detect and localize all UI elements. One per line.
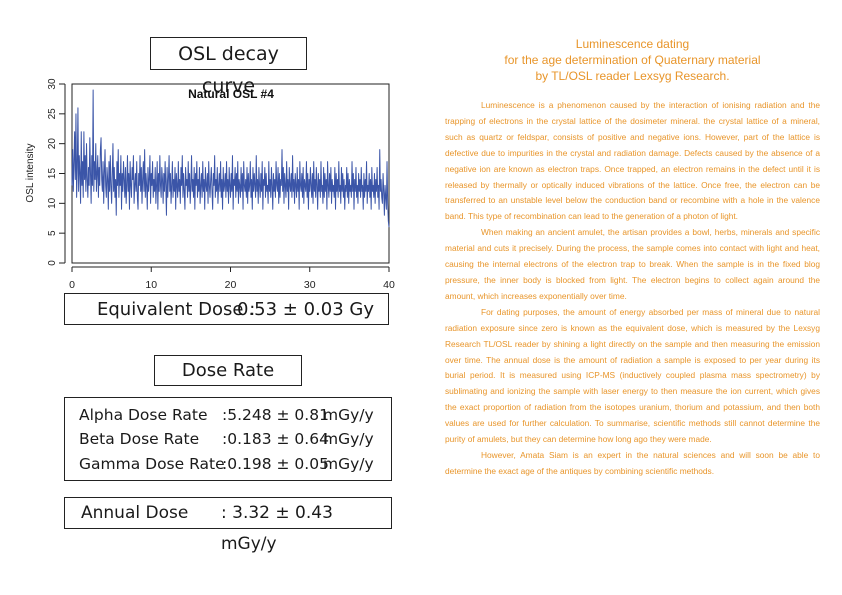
y-tick-label-1: 5	[47, 230, 58, 236]
y-tick-label-4: 20	[47, 138, 58, 150]
osl-decay-curve-title: OSL decay curve	[150, 37, 307, 97]
x-tick-label-4: 40	[383, 279, 395, 291]
article: Luminescence dating for the age determin…	[445, 36, 820, 480]
equivalent-dose-box: Equivalent Dose : 0.53 ± 0.03 Gy	[64, 293, 389, 325]
beta-dose-rate-row: Beta Dose Rate :0.183 ± 0.64 mGy/y	[79, 428, 389, 450]
dose-rate-title: Dose Rate	[154, 355, 302, 386]
equivalent-dose-label: Equivalent Dose :	[97, 299, 256, 320]
annual-dose-value: : 3.32 ± 0.43 mGy/y	[221, 503, 333, 554]
osl-intensity-series-line	[71, 89, 390, 228]
article-title-line-1: Luminescence dating	[575, 37, 690, 51]
article-title-line-3: by TL/OSL reader Lexsyg Research.	[535, 69, 730, 83]
x-tick-label-0: 0	[69, 279, 75, 291]
article-paragraph-1: Luminescence is a phenomenon caused by t…	[445, 100, 820, 222]
alpha-dose-rate-row: Alpha Dose Rate :5.248 ± 0.81 mGy/y	[79, 404, 389, 426]
x-tick-label-2: 20	[225, 279, 237, 291]
osl-chart-svg: 0 5 10 15 20 25 30 0 10 20 30 40 OSL intensity Natura…	[25, 78, 395, 291]
chart-title: Natural OSL #4	[188, 87, 274, 101]
article-paragraph-3: For dating purposes, the amount of energ…	[445, 306, 820, 445]
y-axis-label: OSL intensity	[25, 143, 36, 202]
beta-dose-rate-unit: mGy/y	[323, 430, 374, 448]
alpha-dose-rate-unit: mGy/y	[323, 406, 374, 424]
x-tick-label-1: 10	[145, 279, 157, 291]
gamma-dose-rate-unit: mGy/y	[323, 455, 374, 473]
article-paragraph-4: However, Amata Siam is an expert in the …	[445, 449, 820, 476]
y-tick-label-5: 25	[47, 108, 58, 120]
article-title: Luminescence dating for the age determin…	[445, 36, 820, 84]
annual-dose-label: Annual Dose	[81, 503, 189, 523]
y-tick-label-6: 30	[47, 78, 58, 90]
y-tick-label-2: 10	[47, 197, 58, 209]
beta-dose-rate-label: Beta Dose Rate	[79, 430, 200, 448]
article-paragraph-2: When making an ancient amulet, the artis…	[445, 227, 820, 301]
gamma-dose-rate-label: Gamma Dose Rate	[79, 455, 225, 473]
gamma-dose-rate-value: :0.198 ± 0.05	[222, 455, 329, 473]
annual-dose-box: Annual Dose : 3.32 ± 0.43 mGy/y	[64, 497, 392, 554]
beta-dose-rate-value: :0.183 ± 0.64	[222, 430, 329, 448]
y-tick-label-0: 0	[47, 260, 58, 266]
article-title-line-2: for the age determination of Quaternary …	[504, 53, 761, 67]
x-tick-label-3: 30	[304, 279, 316, 291]
alpha-dose-rate-label: Alpha Dose Rate	[79, 406, 208, 424]
osl-chart: 0 5 10 15 20 25 30 0 10 20 30 40 OSL intensity Natura…	[0, 76, 400, 298]
equivalent-dose-value: 0.53 ± 0.03 Gy	[237, 299, 375, 320]
gamma-dose-rate-row: Gamma Dose Rate :0.198 ± 0.05 mGy/y	[79, 453, 389, 475]
y-tick-label-3: 15	[47, 168, 58, 180]
dose-rates-box: Alpha Dose Rate :5.248 ± 0.81 mGy/y Beta…	[64, 397, 392, 481]
alpha-dose-rate-value: :5.248 ± 0.81	[222, 406, 329, 424]
